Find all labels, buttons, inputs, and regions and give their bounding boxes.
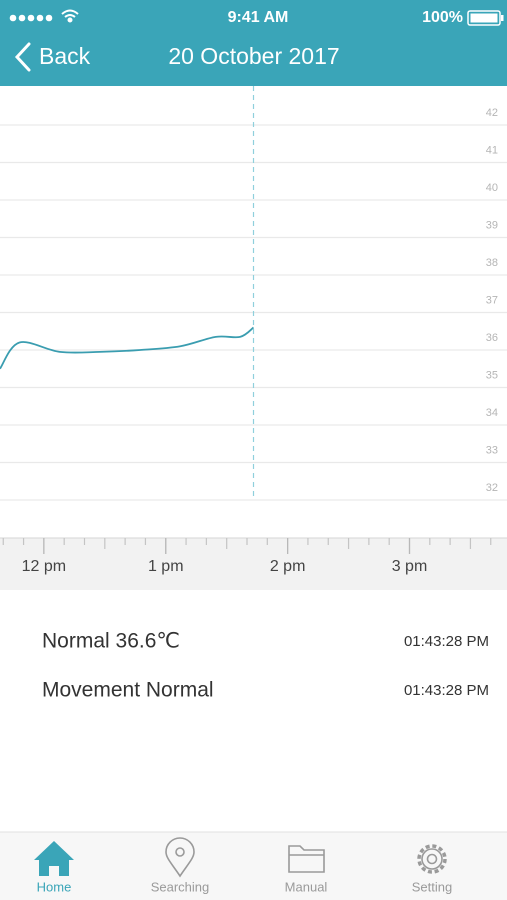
tab-label[interactable]: Home (37, 879, 72, 894)
y-tick-label: 40 (486, 182, 498, 194)
tab-icon-dot[interactable] (175, 847, 185, 857)
record-text: Normal 36.6℃ (42, 630, 180, 653)
header-bg (0, 0, 507, 86)
y-tick-label: 33 (486, 444, 498, 456)
page-title: 20 October 2017 (168, 43, 339, 69)
tab-setting[interactable]: Setting (412, 844, 452, 894)
record-time: 01:43:28 PM (404, 682, 489, 699)
y-tick-label: 42 (486, 107, 498, 119)
back-chevron[interactable] (14, 42, 31, 72)
tab-label[interactable]: Manual (285, 879, 328, 894)
y-tick-label: 34 (486, 407, 498, 419)
battery-icon (467, 10, 504, 26)
status-time: 9:41 AM (228, 9, 289, 26)
tab-searching[interactable]: Searching (151, 837, 210, 894)
y-tick-label: 41 (486, 144, 498, 156)
y-tick-label: 35 (486, 369, 498, 381)
back-button[interactable]: Back (14, 42, 91, 72)
record-text: Movement Normal (42, 679, 214, 702)
temperature-chart: 32 33 34 35 36 37 38 39 40 41 42 12 pm 1 pm 2 pm 3 pm (0, 86, 507, 590)
tab-manual[interactable]: Manual (285, 845, 328, 894)
tab-icon[interactable] (288, 845, 325, 873)
tab-bar (0, 832, 507, 900)
record-list: Normal 36.6℃ 01:43:28 PM Movement Normal… (42, 630, 489, 702)
back-label[interactable]: Back (39, 43, 91, 69)
temperature-line (0, 326, 255, 370)
tab-icon-ring[interactable] (421, 848, 443, 870)
y-tick-label: 38 (486, 257, 498, 269)
tab-icon[interactable] (165, 837, 195, 878)
x-tick-label: 3 pm (392, 558, 428, 575)
tab-label[interactable]: Searching (151, 879, 210, 894)
record-time: 01:43:28 PM (404, 633, 489, 650)
y-tick-label: 37 (486, 294, 498, 306)
tab-icon[interactable] (417, 844, 447, 874)
x-tick-label: 1 pm (148, 558, 184, 575)
x-tick-label: 2 pm (270, 558, 306, 575)
battery-label: 100% (422, 9, 463, 26)
y-tick-label: 32 (486, 482, 498, 494)
tab-icon[interactable] (34, 841, 74, 876)
time-ruler (0, 538, 507, 590)
signal (9, 14, 53, 22)
wifi (61, 9, 79, 23)
y-tick-label: 39 (486, 219, 498, 231)
y-tick-label: 36 (486, 332, 498, 344)
tab-icon-hub[interactable] (426, 853, 438, 865)
tab-label[interactable]: Setting (412, 879, 452, 894)
x-tick-label: 12 pm (22, 558, 66, 575)
tab-home[interactable]: Home (34, 841, 74, 894)
